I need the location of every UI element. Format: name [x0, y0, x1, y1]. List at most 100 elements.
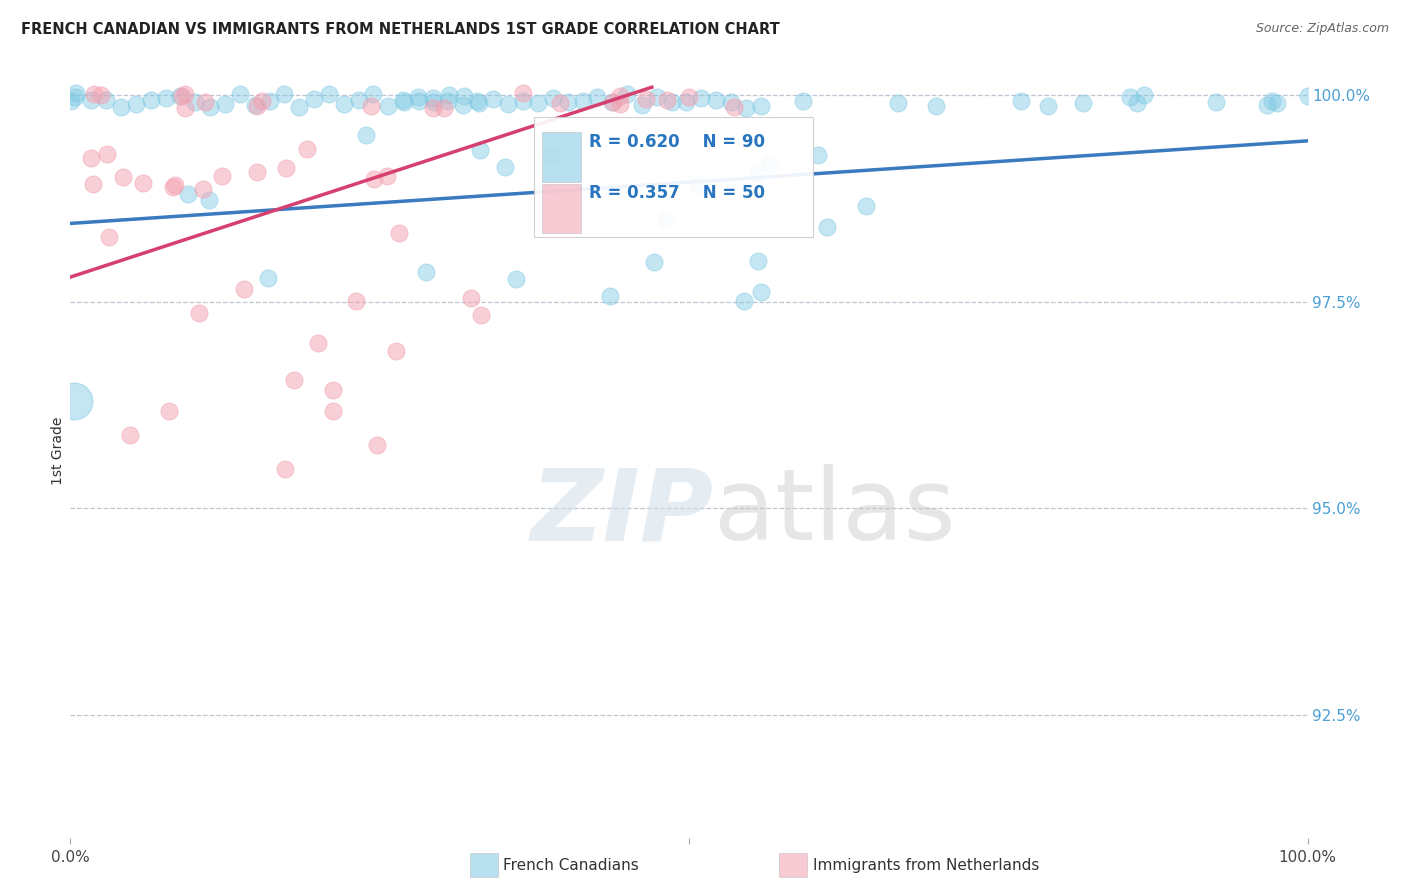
- Point: [460, 291, 482, 305]
- Point: [494, 160, 516, 174]
- Point: [747, 166, 769, 180]
- Point: [655, 212, 678, 227]
- Point: [232, 282, 254, 296]
- Point: [406, 89, 429, 103]
- Point: [246, 165, 269, 179]
- Text: R = 0.357    N = 50: R = 0.357 N = 50: [589, 185, 765, 202]
- FancyBboxPatch shape: [534, 117, 813, 237]
- Point: [193, 182, 215, 196]
- Point: [176, 186, 198, 201]
- Point: [194, 95, 217, 109]
- Point: [273, 87, 295, 101]
- Point: [392, 93, 415, 107]
- Point: [436, 94, 458, 108]
- Point: [749, 285, 772, 299]
- Point: [96, 94, 118, 108]
- Point: [631, 98, 654, 112]
- Point: [360, 99, 382, 113]
- Point: [468, 143, 491, 157]
- Point: [375, 169, 398, 183]
- Point: [344, 294, 367, 309]
- Point: [437, 88, 460, 103]
- Point: [433, 101, 456, 115]
- Point: [855, 199, 877, 213]
- Point: [307, 336, 329, 351]
- Point: [366, 438, 388, 452]
- Point: [733, 293, 755, 308]
- Point: [63, 393, 86, 408]
- Point: [63, 90, 86, 104]
- Point: [645, 90, 668, 104]
- Point: [1261, 94, 1284, 108]
- Point: [747, 254, 769, 268]
- Point: [540, 149, 562, 163]
- Point: [1133, 88, 1156, 103]
- Point: [276, 161, 298, 175]
- Point: [385, 344, 408, 359]
- Point: [675, 95, 697, 109]
- Point: [792, 94, 814, 108]
- Point: [65, 87, 87, 101]
- Text: Immigrants from Netherlands: Immigrants from Netherlands: [813, 858, 1039, 872]
- Point: [482, 92, 505, 106]
- Point: [470, 308, 492, 322]
- Point: [661, 95, 683, 109]
- Point: [541, 91, 564, 105]
- Point: [422, 101, 444, 115]
- Point: [211, 169, 233, 184]
- Text: FRENCH CANADIAN VS IMMIGRANTS FROM NETHERLANDS 1ST GRADE CORRELATION CHART: FRENCH CANADIAN VS IMMIGRANTS FROM NETHE…: [21, 22, 780, 37]
- Point: [599, 289, 621, 303]
- Point: [214, 96, 236, 111]
- Point: [602, 95, 624, 110]
- Point: [79, 151, 101, 165]
- Y-axis label: 1st Grade: 1st Grade: [51, 417, 65, 484]
- Point: [678, 90, 700, 104]
- Point: [512, 86, 534, 100]
- Point: [165, 178, 187, 192]
- Point: [609, 89, 631, 103]
- Point: [807, 148, 830, 162]
- Point: [139, 94, 162, 108]
- Point: [198, 100, 221, 114]
- Point: [1126, 96, 1149, 111]
- Point: [467, 96, 489, 111]
- Point: [451, 97, 474, 112]
- Point: [82, 178, 104, 192]
- Point: [887, 95, 910, 110]
- Point: [394, 95, 416, 110]
- Text: R = 0.620    N = 90: R = 0.620 N = 90: [589, 133, 765, 151]
- Point: [1296, 89, 1319, 103]
- Point: [1265, 96, 1288, 111]
- Point: [96, 146, 118, 161]
- Point: [415, 265, 437, 279]
- Point: [283, 374, 305, 388]
- Point: [173, 87, 195, 101]
- Point: [690, 91, 713, 105]
- Point: [172, 88, 194, 103]
- Point: [704, 93, 727, 107]
- Point: [734, 101, 756, 115]
- Text: French Canadians: French Canadians: [503, 858, 640, 872]
- Point: [229, 87, 252, 102]
- Point: [257, 271, 280, 285]
- Point: [377, 99, 399, 113]
- Point: [408, 94, 430, 108]
- Point: [246, 98, 269, 112]
- Point: [111, 169, 134, 184]
- Point: [110, 100, 132, 114]
- Point: [187, 306, 209, 320]
- Point: [467, 94, 489, 108]
- FancyBboxPatch shape: [541, 184, 581, 233]
- Point: [80, 93, 103, 107]
- Point: [422, 91, 444, 105]
- Point: [388, 226, 411, 240]
- Point: [1073, 95, 1095, 110]
- Point: [634, 92, 657, 106]
- Point: [600, 95, 623, 109]
- Point: [815, 220, 838, 235]
- Point: [83, 87, 105, 101]
- Point: [332, 97, 354, 112]
- Point: [720, 95, 742, 109]
- Point: [169, 89, 191, 103]
- Point: [643, 255, 665, 269]
